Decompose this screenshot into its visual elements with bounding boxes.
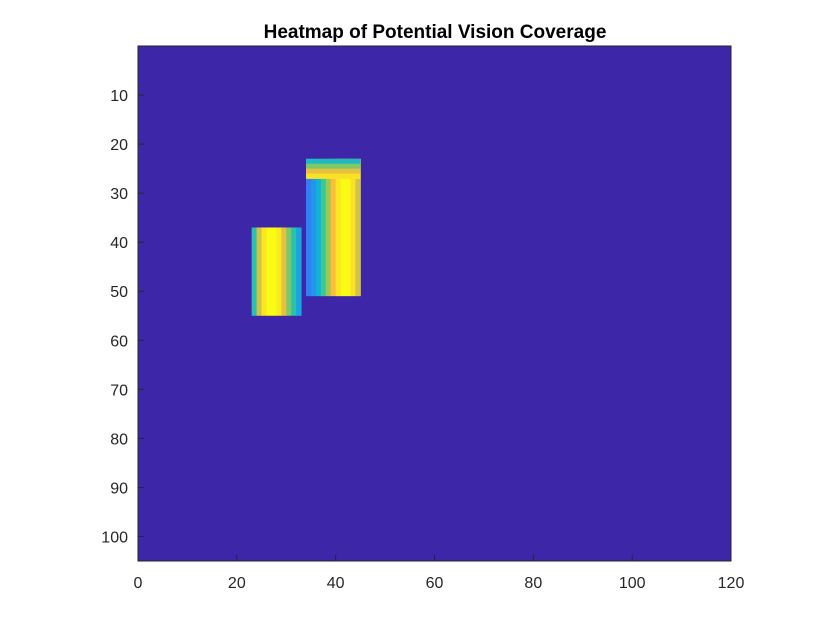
heatmap-cell <box>325 158 332 297</box>
heatmap-cell <box>251 227 258 316</box>
heatmap-cell <box>256 227 263 316</box>
plot-area <box>137 45 732 562</box>
heatmap-background <box>138 46 731 561</box>
y-tick-label: 20 <box>110 137 128 154</box>
y-tick-label: 70 <box>110 382 128 399</box>
heatmap-cell <box>340 158 347 297</box>
y-tick-label: 40 <box>110 235 128 252</box>
y-tick-label: 30 <box>110 186 128 203</box>
heatmap-cell <box>330 158 337 297</box>
y-tick-label: 60 <box>110 333 128 350</box>
heatmap-cell <box>276 227 282 316</box>
heatmap-cell <box>291 227 297 316</box>
heatmap-cell <box>306 173 361 179</box>
heatmap-cell <box>266 227 272 316</box>
heatmap-cell <box>296 227 302 316</box>
x-tick-label: 80 <box>524 575 542 592</box>
x-tick-label: 0 <box>134 575 143 592</box>
heatmap-cell <box>345 158 351 297</box>
x-tick-label: 60 <box>426 575 444 592</box>
heatmap-cells <box>251 158 361 316</box>
y-tick-label: 100 <box>101 529 128 546</box>
x-tick-label: 40 <box>327 575 345 592</box>
heatmap-cell <box>320 158 327 297</box>
heatmap-cell <box>350 158 356 297</box>
heatmap-cell <box>315 158 322 297</box>
x-tick-label: 20 <box>228 575 246 592</box>
heatmap-cell <box>310 158 317 297</box>
heatmap-cell <box>335 158 342 297</box>
heatmap-cell <box>281 227 287 316</box>
y-axis: 10 20 30 40 50 60 70 80 90 100 <box>101 88 144 546</box>
x-tick-label: 100 <box>619 575 646 592</box>
heatmap-cell <box>261 227 267 316</box>
heatmap-cell <box>271 227 277 316</box>
y-tick-label: 50 <box>110 284 128 301</box>
heatmap-cell <box>306 158 312 297</box>
y-tick-label: 10 <box>110 88 128 105</box>
heatmap-cell <box>306 158 361 165</box>
x-tick-label: 120 <box>718 575 745 592</box>
heatmap-cell <box>306 163 361 170</box>
y-tick-label: 80 <box>110 431 128 448</box>
y-tick-label: 90 <box>110 480 128 497</box>
chart-title: Heatmap of Potential Vision Coverage <box>264 22 607 43</box>
heatmap-cell <box>306 168 361 175</box>
heatmap-cell <box>355 158 361 297</box>
heatmap-cell <box>286 227 292 316</box>
x-axis: 0 20 40 60 80 100 120 <box>134 555 745 592</box>
